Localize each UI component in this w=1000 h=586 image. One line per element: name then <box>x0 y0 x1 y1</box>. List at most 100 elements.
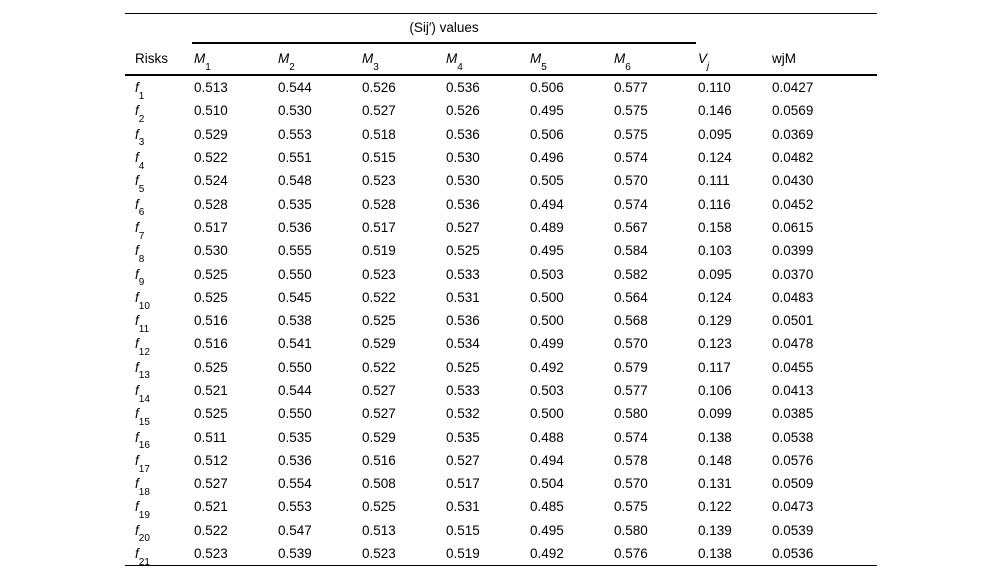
value-cell: 0.536 <box>446 126 480 142</box>
value-cell: 0.0509 <box>772 476 814 492</box>
value-cell: 0.505 <box>530 173 564 189</box>
row-label: f14 <box>135 383 150 405</box>
value-cell: 0.523 <box>360 541 444 567</box>
value-cell: 0.525 <box>194 289 228 305</box>
value-cell: 0.0538 <box>772 429 814 445</box>
value-cell: 0.522 <box>362 289 396 305</box>
value-cell: 0.111 <box>698 173 730 189</box>
value-cell: 0.517 <box>194 219 228 235</box>
table-row: f9 0.525 0.550 0.523 0.533 0.503 0.582 0.095 0.… <box>125 262 877 288</box>
value-cell: 0.533 <box>446 266 480 282</box>
value-cell: 0.106 <box>698 383 732 398</box>
value-cell: 0.550 <box>278 359 312 375</box>
value-cell: 0.548 <box>278 173 312 189</box>
row-label: f4 <box>135 150 145 172</box>
value-cell: 0.574 <box>614 196 648 212</box>
value-cell: 0.526 <box>446 103 480 119</box>
table-row: f1 0.513 0.544 0.526 0.536 0.506 0.577 0.110 0.… <box>125 75 877 101</box>
value-cell: 0.485 <box>530 499 564 515</box>
value-cell: 0.158 <box>698 219 732 235</box>
value-cell: 0.529 <box>362 429 396 445</box>
value-cell: 0.519 <box>444 541 528 567</box>
row-label: f6 <box>135 196 145 219</box>
value-cell: 0.536 <box>446 196 480 212</box>
value-cell: 0.528 <box>362 196 396 212</box>
value-cell: 0.500 <box>530 406 564 422</box>
value-cell: 0.0385 <box>772 406 814 422</box>
spanner-row: (Sij′) values <box>125 13 878 44</box>
value-cell: 0.0483 <box>772 289 814 305</box>
sij-values-table: (Sij′) values Risks M1 M2 M3 M4 M5 M6 Vj… <box>125 13 878 567</box>
value-cell: 0.0576 <box>772 452 814 468</box>
value-cell: 0.517 <box>362 219 396 235</box>
table-body: f1 0.513 0.544 0.526 0.536 0.506 0.577 0.110 0.… <box>125 75 878 567</box>
table-row: f11 0.516 0.538 0.525 0.536 0.500 0.568 0.129 0… <box>125 309 877 335</box>
value-cell: 0.506 <box>530 126 564 142</box>
table-row: f19 0.521 0.553 0.525 0.531 0.485 0.575 0.122 0… <box>125 495 877 522</box>
value-cell: 0.495 <box>530 243 564 259</box>
value-cell: 0.515 <box>362 150 396 166</box>
value-cell: 0.525 <box>446 359 480 375</box>
table-row: f7 0.517 0.536 0.517 0.527 0.489 0.567 0.158 0.… <box>125 216 877 241</box>
value-cell: 0.0452 <box>772 196 814 212</box>
value-cell: 0.580 <box>614 522 648 538</box>
row-label: f18 <box>135 476 150 498</box>
value-cell: 0.0536 <box>770 541 878 567</box>
value-cell: 0.523 <box>362 173 396 189</box>
table-row: f3 0.529 0.553 0.518 0.536 0.506 0.575 0.095 0.… <box>125 123 877 148</box>
value-cell: 0.576 <box>612 541 697 567</box>
value-cell: 0.512 <box>194 452 228 468</box>
value-cell: 0.564 <box>614 289 648 305</box>
row-label: f12 <box>135 336 150 359</box>
value-cell: 0.530 <box>446 150 480 166</box>
row-label: f16 <box>135 429 150 452</box>
value-cell: 0.530 <box>446 173 480 189</box>
col-header-m2: M2 <box>276 43 360 76</box>
value-cell: 0.555 <box>278 243 312 259</box>
value-cell: 0.534 <box>446 336 480 352</box>
value-cell: 0.0370 <box>772 266 814 282</box>
value-cell: 0.516 <box>194 336 228 352</box>
value-cell: 0.138 <box>696 541 771 567</box>
value-cell: 0.529 <box>194 126 228 142</box>
column-header-row: Risks M1 M2 M3 M4 M5 M6 Vj wjM <box>125 43 878 76</box>
value-cell: 0.0539 <box>772 522 814 538</box>
value-cell: 0.0399 <box>772 243 814 259</box>
value-cell: 0.527 <box>194 476 228 492</box>
value-cell: 0.574 <box>614 150 648 166</box>
value-cell: 0.523 <box>192 541 276 567</box>
value-cell: 0.138 <box>698 429 732 445</box>
value-cell: 0.516 <box>194 313 228 329</box>
value-cell: 0.523 <box>362 266 396 282</box>
value-cell: 0.122 <box>698 499 732 515</box>
value-cell: 0.518 <box>362 126 396 142</box>
value-cell: 0.525 <box>446 243 480 259</box>
value-cell: 0.095 <box>698 266 732 282</box>
value-cell: 0.510 <box>194 103 228 119</box>
value-cell: 0.0430 <box>772 173 814 189</box>
value-cell: 0.489 <box>530 219 564 235</box>
col-header-risks: Risks <box>125 43 192 76</box>
value-cell: 0.535 <box>278 429 312 445</box>
value-cell: 0.0455 <box>772 359 814 375</box>
value-cell: 0.0501 <box>772 313 814 329</box>
value-cell: 0.508 <box>362 476 396 492</box>
value-cell: 0.527 <box>446 452 480 468</box>
row-label: f5 <box>135 173 145 196</box>
value-cell: 0.525 <box>362 499 396 515</box>
value-cell: 0.579 <box>614 359 648 375</box>
row-label: f11 <box>135 313 150 335</box>
table-row: f21 0.523 0.539 0.523 0.519 0.492 0.576 0.138 0… <box>125 541 878 567</box>
value-cell: 0.535 <box>278 196 312 212</box>
row-label: f15 <box>135 406 150 428</box>
value-cell: 0.526 <box>362 80 396 96</box>
row-label: f19 <box>135 499 150 522</box>
value-cell: 0.527 <box>362 103 396 119</box>
value-cell: 0.550 <box>278 266 312 282</box>
value-cell: 0.139 <box>698 522 732 538</box>
value-cell: 0.527 <box>362 406 396 422</box>
value-cell: 0.536 <box>278 452 312 468</box>
value-cell: 0.525 <box>362 313 396 329</box>
value-cell: 0.550 <box>278 406 312 422</box>
